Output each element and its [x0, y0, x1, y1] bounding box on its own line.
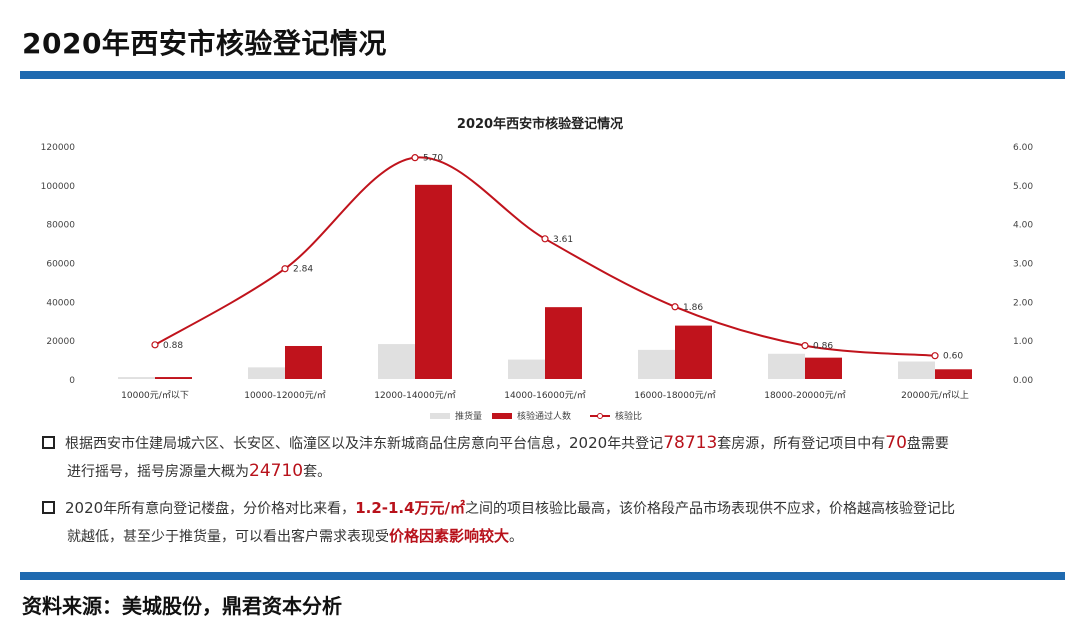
left-axis-tick-label: 80000: [46, 221, 75, 231]
ratio-point: [931, 352, 939, 360]
x-axis-tick-label: 14000-16000元/㎡: [504, 390, 586, 401]
legend-marker-ratio: [597, 413, 603, 419]
bullet-1-text-e: 进行摇号，摇号房源量大概为: [67, 464, 249, 480]
right-axis-tick-label: 2.00: [1013, 298, 1033, 308]
bullet-2-conclusion: 价格因素影响较大: [389, 527, 510, 545]
bar-supply: [638, 349, 675, 379]
bullet-1-text-d: 盘需要: [906, 436, 949, 452]
right-axis-tick-label: 1.00: [1013, 337, 1033, 347]
bullet-1-lottery-units: 24710: [249, 461, 304, 481]
bar-supply: [898, 361, 935, 379]
x-axis-tick-label: 12000-14000元/㎡: [374, 390, 456, 401]
legend-label-ratio: 核验比: [615, 410, 642, 422]
x-axis-tick-label: 18000-20000元/㎡: [764, 390, 846, 401]
ratio-point: [151, 341, 159, 349]
ratio-data-label: 5.70: [423, 154, 443, 164]
right-axis-tick-label: 4.00: [1013, 221, 1033, 231]
header-divider: [20, 71, 1065, 79]
bullet-2-year: 2020: [65, 499, 104, 517]
bar-verified: [285, 345, 322, 379]
ratio-point: [411, 154, 419, 162]
left-axis-tick-label: 20000: [46, 337, 75, 347]
page-title: 2020年西安市核验登记情况: [22, 27, 387, 60]
footer-divider: [20, 572, 1065, 580]
chart-title: 2020年西安市核验登记情况: [457, 116, 623, 132]
bullet-1-text-b: 年共登记: [607, 436, 664, 452]
right-axis-tick-label: 5.00: [1013, 182, 1033, 192]
ratio-data-label: 0.86: [813, 342, 833, 352]
bar-verified: [675, 325, 712, 379]
ratio-data-label: 1.86: [683, 303, 703, 313]
bullet-2-text-c: 就越低，甚至少于推货量，可以看出客户需求表现受: [67, 529, 389, 545]
x-axis-tick-label: 10000-12000元/㎡: [244, 390, 326, 401]
bullet-1-total-listings: 78713: [663, 433, 718, 453]
combo-chart: 2020年西安市核验登记情况 0 20000 40000 60000 80000 10000…: [41, 116, 1034, 422]
legend-swatch-supply: [430, 413, 450, 419]
bullet-1-text-f: 套。: [303, 464, 332, 480]
x-axis-tick-label: 16000-18000元/㎡: [634, 390, 716, 401]
checkbox-square-icon: [42, 435, 55, 449]
bullet-1-text-c: 套房源，所有登记项目中有: [717, 436, 886, 452]
ratio-point: [541, 235, 549, 243]
bullet-1-lottery-projects: 70: [885, 433, 907, 453]
bar-supply: [248, 367, 285, 379]
legend-label-verified: 核验通过人数: [517, 410, 571, 422]
checkbox-square-icon: [42, 500, 55, 514]
ratio-point: [801, 342, 809, 350]
bar-verified: [935, 369, 972, 379]
legend-label-supply: 推货量: [455, 410, 482, 422]
ratio-data-label: 0.60: [943, 352, 963, 362]
bar-verified: [545, 307, 582, 379]
bar-verified: [155, 377, 192, 379]
left-axis-tick-label: 100000: [41, 182, 76, 192]
bullet-2-text-d: 。: [509, 529, 524, 545]
x-axis-tick-label: 20000元/㎡以上: [901, 390, 969, 401]
ratio-point: [671, 303, 679, 311]
bar-supply: [378, 344, 415, 379]
bullet-1-text-a: 根据西安市住建局城六区、长安区、临潼区以及沣东新城商品住房意向平台信息，: [65, 436, 569, 452]
left-axis-tick-label: 120000: [41, 143, 76, 153]
x-axis-tick-label: 10000元/㎡以下: [121, 390, 189, 401]
left-axis-tick-label: 40000: [46, 298, 75, 308]
ratio-data-label: 2.84: [293, 265, 313, 275]
ratio-point: [281, 265, 289, 273]
bullet-2: 2020年所有意向登记楼盘，分价格对比来看，1.2-1.4万元/㎡之间的项目核验…: [42, 495, 1042, 551]
bar-supply: [768, 353, 805, 379]
ratio-data-label: 0.88: [163, 341, 183, 351]
bar-verified: [415, 184, 452, 379]
bullet-2-text-a: 年所有意向登记楼盘，分价格对比来看，: [103, 501, 356, 517]
bar-verified: [805, 357, 842, 379]
bar-supply: [508, 359, 545, 379]
legend-swatch-verified: [492, 413, 512, 419]
right-axis-tick-label: 6.00: [1013, 143, 1033, 153]
bullet-2-text-b: 之间的项目核验比最高，该价格段产品市场表现供不应求，价格越高核验登记比: [465, 501, 956, 517]
bar-supply: [118, 377, 155, 379]
bullet-2-price-range: 1.2-1.4万元/㎡: [355, 499, 466, 517]
bullet-1: 根据西安市住建局城六区、长安区、临潼区以及沣东新城商品住房意向平台信息，2020…: [42, 430, 1042, 486]
left-axis-tick-label: 0: [69, 376, 75, 386]
source-note: 资料来源：美城股份，鼎君资本分析: [22, 594, 342, 618]
right-axis-tick-label: 3.00: [1013, 260, 1033, 270]
left-axis-tick-label: 60000: [46, 260, 75, 270]
bullet-1-year: 2020: [569, 434, 608, 452]
ratio-data-label: 3.61: [553, 235, 573, 245]
right-axis-tick-label: 0.00: [1013, 376, 1033, 386]
